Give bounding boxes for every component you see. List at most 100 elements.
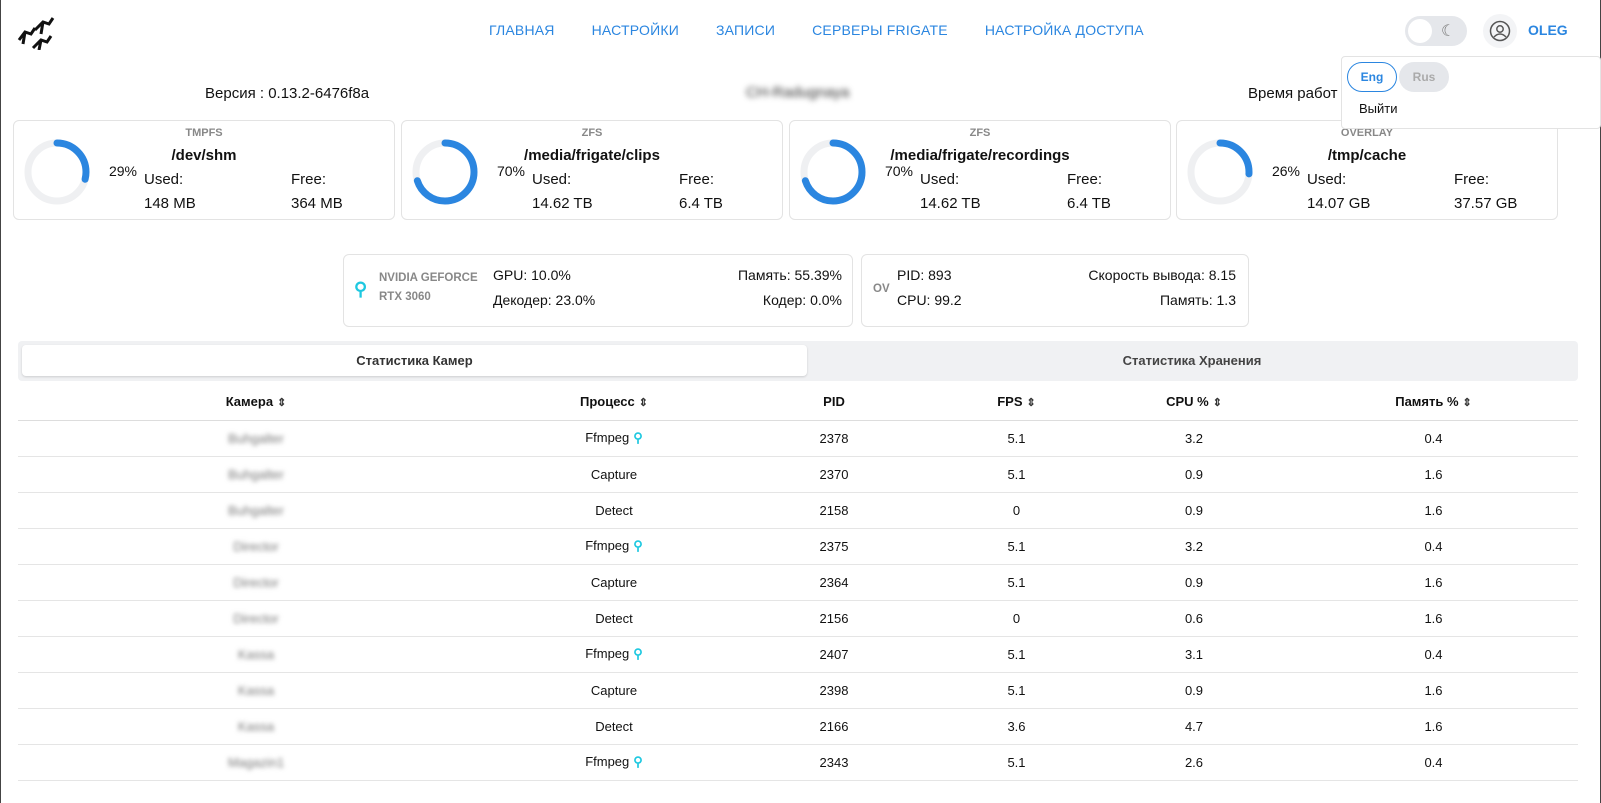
frigate-logo[interactable] bbox=[15, 10, 61, 50]
memory-cell: 0.4 bbox=[1289, 420, 1578, 457]
user-avatar[interactable] bbox=[1483, 14, 1517, 48]
fps-cell: 3.6 bbox=[934, 708, 1099, 745]
table-row: Director Detect 2156 0 0.6 1.6 bbox=[18, 600, 1578, 637]
used-value: 14.62 TB bbox=[920, 195, 981, 212]
usage-arc bbox=[24, 139, 90, 205]
sort-icon: ⇕ bbox=[277, 396, 287, 409]
col-fps[interactable]: FPS ⇕ bbox=[934, 383, 1099, 421]
sort-icon: ⇕ bbox=[1462, 396, 1472, 409]
pid-cell: 2407 bbox=[734, 636, 934, 673]
cpu-cell: 3.1 bbox=[1099, 636, 1289, 673]
cpu-cell: 0.9 bbox=[1099, 456, 1289, 493]
cpu-cell: 0.9 bbox=[1099, 492, 1289, 529]
user-name[interactable]: OLEG bbox=[1528, 22, 1568, 38]
nav-settings[interactable]: НАСТРОЙКИ bbox=[591, 22, 679, 38]
memory-cell: 1.6 bbox=[1289, 600, 1578, 637]
nav-frigate-servers[interactable]: СЕРВЕРЫ FRIGATE bbox=[812, 22, 948, 38]
memory-cell: 1.6 bbox=[1289, 456, 1578, 493]
gpu-name-2: RTX 3060 bbox=[379, 291, 431, 303]
user-dropdown: Eng Rus Выйти bbox=[1341, 56, 1601, 129]
memory-cell: 0.4 bbox=[1289, 528, 1578, 565]
magnifier-icon[interactable]: ⚲ bbox=[633, 646, 643, 661]
usage-ring: 70% bbox=[800, 139, 913, 205]
gpu-encoder: Кодер: 0.0% bbox=[762, 292, 842, 308]
disk-type: ZFS bbox=[581, 127, 603, 139]
nav-access-settings[interactable]: НАСТРОЙКА ДОСТУПА bbox=[984, 22, 1144, 38]
used-label: Used: bbox=[1307, 171, 1347, 188]
fps-cell: 5.1 bbox=[934, 564, 1099, 601]
usage-percent: 70% bbox=[884, 163, 914, 179]
free-label: Free: bbox=[1067, 171, 1103, 188]
cpu-cell: 3.2 bbox=[1099, 528, 1289, 565]
gpu-memory: Память: 55.39% bbox=[737, 267, 842, 283]
cpu-cell: 3.2 bbox=[1099, 420, 1289, 457]
magnifier-icon[interactable]: ⚲ bbox=[633, 430, 643, 445]
free-value: 6.4 TB bbox=[1067, 195, 1111, 212]
sort-icon: ⇕ bbox=[638, 396, 648, 409]
uptime-label: Время работ bbox=[1248, 85, 1338, 102]
process-name: Ffmpeg bbox=[585, 646, 630, 661]
gpu-card: ⚲ NVIDIA GEFORCE RTX 3060 GPU: 10.0% Дек… bbox=[343, 254, 853, 327]
pid-cell: 2378 bbox=[734, 420, 934, 457]
process-cell: Ffmpeg ⚲ bbox=[494, 636, 734, 673]
col-process[interactable]: Процесс ⇕ bbox=[494, 383, 734, 421]
pid-cell: 2343 bbox=[734, 744, 934, 781]
theme-toggle[interactable]: ☾ bbox=[1405, 16, 1467, 46]
process-cell: Ffmpeg ⚲ bbox=[494, 528, 734, 565]
fps-cell: 0 bbox=[934, 600, 1099, 637]
magnifier-icon[interactable]: ⚲ bbox=[633, 754, 643, 769]
process-name: Capture bbox=[590, 466, 638, 482]
table-row: Magazin1 Ffmpeg ⚲ 2343 5.1 2.6 0.4 bbox=[18, 744, 1578, 781]
detector-speed: Скорость вывода: 8.15 bbox=[1088, 267, 1236, 283]
process-cell: Detect bbox=[494, 600, 734, 637]
process-name: Detect bbox=[595, 502, 633, 518]
cpu-cell: 2.6 bbox=[1099, 744, 1289, 781]
cpu-cell: 0.9 bbox=[1099, 672, 1289, 709]
memory-cell: 0.4 bbox=[1289, 636, 1578, 673]
memory-cell: 1.6 bbox=[1289, 492, 1578, 529]
magnifier-icon[interactable]: ⚲ bbox=[354, 279, 368, 299]
process-name: Detect bbox=[595, 610, 633, 626]
table-row: Kassa Capture 2398 5.1 0.9 1.6 bbox=[18, 672, 1578, 709]
usage-ring: 26% bbox=[1187, 139, 1300, 205]
process-name: Ffmpeg bbox=[585, 538, 630, 553]
process-cell: Ffmpeg ⚲ bbox=[494, 420, 734, 457]
lang-eng-button[interactable]: Eng bbox=[1347, 62, 1397, 92]
pid-cell: 2158 bbox=[734, 492, 934, 529]
magnifier-icon[interactable]: ⚲ bbox=[633, 538, 643, 553]
process-cell: Capture bbox=[494, 456, 734, 493]
usage-arc bbox=[800, 139, 866, 205]
table-row: Kassa Detect 2166 3.6 4.7 1.6 bbox=[18, 708, 1578, 745]
col-camera[interactable]: Камера ⇕ bbox=[18, 383, 494, 421]
used-label: Used: bbox=[532, 171, 572, 188]
camera-name: Buhgalter bbox=[18, 420, 494, 457]
process-cell: Capture bbox=[494, 564, 734, 601]
disk-card: 70% ZFS /media/frigate/clips Used: 14.62… bbox=[401, 120, 783, 220]
free-label: Free: bbox=[1454, 171, 1490, 188]
fps-cell: 5.1 bbox=[934, 636, 1099, 673]
lang-rus-button[interactable]: Rus bbox=[1399, 62, 1449, 92]
col-memory[interactable]: Память % ⇕ bbox=[1289, 383, 1578, 421]
camera-name: Buhgalter bbox=[18, 492, 494, 529]
table-row: Director Capture 2364 5.1 0.9 1.6 bbox=[18, 564, 1578, 601]
cpu-cell: 0.6 bbox=[1099, 600, 1289, 637]
usage-percent: 29% bbox=[108, 163, 138, 179]
process-cell: Capture bbox=[494, 672, 734, 709]
tab-storage-stats[interactable]: Статистика Хранения bbox=[1122, 353, 1262, 368]
fps-cell: 0 bbox=[934, 492, 1099, 529]
version-text: Версия : 0.13.2-6476f8a bbox=[205, 85, 370, 102]
camera-name: Magazin1 bbox=[18, 744, 494, 781]
camera-name: Buhgalter bbox=[18, 456, 494, 493]
pid-cell: 2364 bbox=[734, 564, 934, 601]
process-cell: Detect bbox=[494, 492, 734, 529]
table-row: Buhgalter Ffmpeg ⚲ 2378 5.1 3.2 0.4 bbox=[18, 420, 1578, 457]
disk-card: 26% OVERLAY /tmp/cache Used: 14.07 GB Fr… bbox=[1176, 120, 1558, 220]
nav-recordings[interactable]: ЗАПИСИ bbox=[715, 22, 776, 38]
nav-home[interactable]: ГЛАВНАЯ bbox=[489, 22, 555, 38]
process-name: Ffmpeg bbox=[585, 754, 630, 769]
table-row: Director Ffmpeg ⚲ 2375 5.1 3.2 0.4 bbox=[18, 528, 1578, 565]
col-cpu[interactable]: CPU % ⇕ bbox=[1099, 383, 1289, 421]
free-label: Free: bbox=[679, 171, 715, 188]
tab-camera-stats[interactable]: Статистика Камер bbox=[22, 345, 807, 376]
logout-item[interactable]: Выйти bbox=[1359, 101, 1398, 116]
